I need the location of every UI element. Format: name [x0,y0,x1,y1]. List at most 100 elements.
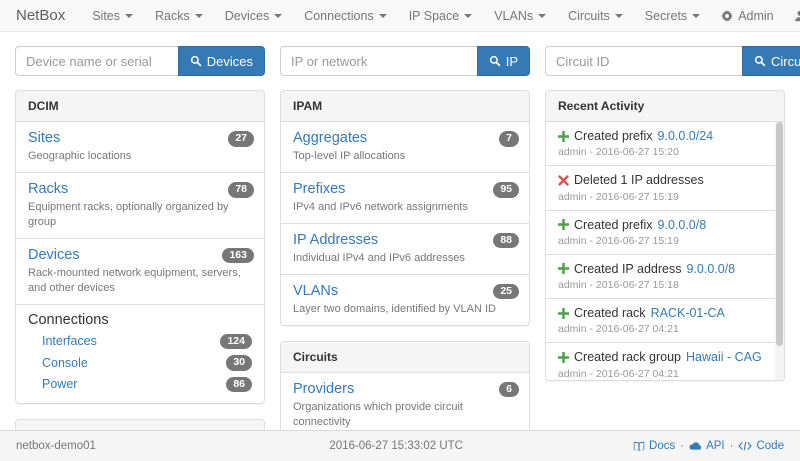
separator: · [680,440,685,452]
nav-circuits-label: Circuits [568,8,610,23]
plus-icon [558,130,569,142]
racks-link[interactable]: Racks [28,180,69,197]
nav-connections[interactable]: Connections [293,9,398,23]
console-count-badge: 30 [226,355,252,371]
activity-object-link[interactable]: 9.0.0.0/24 [657,129,714,143]
providers-count-badge: 6 [499,381,519,398]
providers-link[interactable]: Providers [293,380,355,397]
footer: netbox-demo01 2016-06-27 15:33:02 UTC Do… [0,430,800,461]
activity-row: Created rack group Hawaii - CAGE-DH1-01 … [546,342,784,380]
connections-row-power: Power 86 [28,374,252,396]
racks-desc: Equipment racks, optionally organized by… [28,201,229,228]
panel-dcim-title: DCIM [16,91,264,122]
ip-search-button-label: IP [505,53,518,69]
sites-link[interactable]: Sites [28,130,61,146]
navbar-right: Admin Profile Log out [711,9,800,23]
ip-addresses-link[interactable]: IP Addresses [293,231,379,248]
activity-meta: admin - 2016-06-27 15:19 [558,190,679,203]
activity-meta: admin - 2016-06-27 04:21 [558,323,679,336]
connections-row-console: Console 30 [28,352,252,374]
netbox-brand[interactable]: NetBox [16,7,66,24]
separator: · [729,440,734,452]
search-row: Devices IP Circuits [0,32,800,78]
panel-dcim: DCIM 27 Sites Geographic locations 78 Ra… [15,90,265,405]
sites-desc: Geographic locations [28,150,132,163]
activity-object-link[interactable]: 9.0.0.0/8 [686,261,736,276]
activity-meta: admin - 2016-06-27 04:21 [558,367,679,380]
circuits-item-providers: 6 Providers Organizations which provide … [281,373,529,430]
plus-icon [558,307,569,319]
docs-link[interactable]: Docs [633,440,675,452]
panel-activity-title: Recent Activity [546,91,784,122]
plus-icon [558,351,569,363]
search-icon [489,55,501,67]
aggregates-link[interactable]: Aggregates [293,130,368,146]
nav-circuits[interactable]: Circuits [557,9,634,23]
nav-sites[interactable]: Sites [81,9,144,23]
circuit-search-button[interactable]: Circuits [742,46,800,76]
nav-vlans-label: VLANs [494,8,534,23]
nav-ip-space[interactable]: IP Space [398,9,484,23]
connections-title: Connections [28,311,109,328]
device-search-button-label: Devices [206,53,253,69]
api-label: API [706,440,725,452]
nav-secrets[interactable]: Secrets [634,9,711,23]
vlans-link[interactable]: VLANs [293,282,339,299]
api-link[interactable]: API [689,440,725,452]
cloud-icon [689,441,702,451]
ip-search-input[interactable] [280,46,477,76]
device-search-input[interactable] [15,46,178,76]
profile-link[interactable]: Profile [784,9,800,23]
panel-circuits-title: Circuits [281,341,529,373]
prefixes-link[interactable]: Prefixes [293,180,346,197]
footer-hostname: netbox-demo01 [16,440,96,452]
dcim-item-sites: 27 Sites Geographic locations [16,122,264,172]
activity-object-link[interactable]: Hawaii - CAGE-DH1-01 [686,350,762,365]
vlans-desc: Layer two domains, identified by VLAN ID [293,303,496,316]
search-icon [754,55,766,67]
navbar: NetBox Sites Racks Devices Connections I… [0,0,800,32]
console-link[interactable]: Console [42,355,88,370]
nav-devices[interactable]: Devices [214,9,293,23]
panel-recent-activity: Recent Activity Created prefix 9.0.0.0/2… [545,90,785,381]
circuit-search-group: Circuits [545,46,800,76]
ip-search-button[interactable]: IP [476,46,530,76]
panel-secrets: Secrets 0 Secrets Sensitive data (such a… [15,419,265,430]
ipam-item-aggregates: 7 Aggregates Top-level IP allocations [281,122,529,172]
chevron-down-icon [378,13,387,18]
nav-sites-label: Sites [92,8,120,23]
panel-ipam: IPAM 7 Aggregates Top-level IP allocatio… [280,90,530,326]
activity-action: Created IP address [574,261,682,276]
plus-icon [558,263,569,275]
activity-row: Created IP address 9.0.0.0/8 admin - 201… [546,253,784,298]
ipam-item-prefixes: 95 Prefixes IPv4 and IPv6 network assign… [281,171,529,223]
plus-icon [558,219,569,231]
interfaces-link[interactable]: Interfaces [42,334,97,349]
activity-action: Created prefix [574,129,653,143]
activity-row: Created prefix 9.0.0.0/24 admin - 2016-0… [546,122,784,165]
admin-link[interactable]: Admin [711,9,783,23]
footer-timestamp: 2016-06-27 15:33:02 UTC [329,440,463,452]
activity-scrollbar-thumb[interactable] [776,122,783,347]
code-icon [738,441,753,451]
activity-object-link[interactable]: 9.0.0.0/8 [657,217,707,232]
search-icon [190,55,202,67]
circuit-search-input[interactable] [545,46,742,76]
activity-list[interactable]: Created prefix 9.0.0.0/24 admin - 2016-0… [546,122,784,380]
providers-desc: Organizations which provide circuit conn… [293,401,463,428]
user-icon [794,10,800,22]
ip-search-group: IP [280,46,530,76]
activity-row: Deleted 1 IP addresses admin - 2016-06-2… [546,165,784,209]
main-content: DCIM 27 Sites Geographic locations 78 Ra… [0,78,800,430]
ipam-item-vlans: 25 VLANs Layer two domains, identified b… [281,273,529,325]
device-search-button[interactable]: Devices [177,46,265,76]
code-link[interactable]: Code [738,440,784,452]
nav-racks[interactable]: Racks [144,9,214,23]
activity-object-link[interactable]: RACK-01-CA [650,306,725,320]
activity-scrollbar-track[interactable] [775,122,784,380]
power-link[interactable]: Power [42,377,78,392]
devices-link[interactable]: Devices [28,246,80,263]
activity-action: Deleted 1 IP addresses [574,173,704,188]
column-ipam: IPAM 7 Aggregates Top-level IP allocatio… [280,90,530,430]
nav-vlans[interactable]: VLANs [483,9,557,23]
